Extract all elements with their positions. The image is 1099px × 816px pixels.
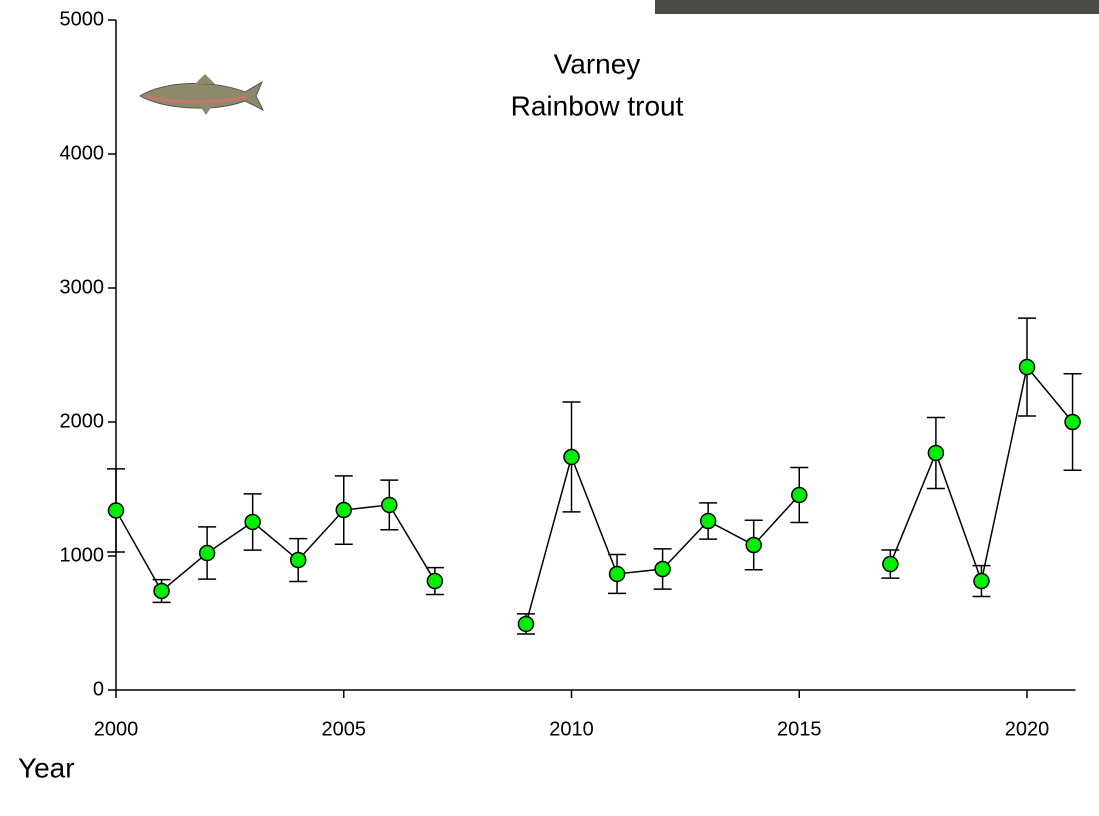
photo-fragment — [655, 0, 1099, 14]
data-point — [882, 555, 899, 573]
series-line — [115, 504, 436, 593]
data-point — [699, 512, 717, 530]
y-tick-label: 2000 — [60, 410, 105, 432]
data-point — [198, 544, 216, 562]
data-point — [927, 444, 945, 462]
x-tick-label: 2020 — [1005, 718, 1050, 740]
x-tick-label: 2005 — [322, 718, 367, 740]
data-point — [289, 551, 307, 569]
data-point — [107, 502, 125, 519]
y-tick-label: 3000 — [60, 276, 105, 298]
fish-icon — [139, 74, 265, 115]
data-point — [1018, 358, 1036, 376]
data-point — [745, 536, 762, 554]
data-point — [153, 582, 170, 600]
y-tick-label: 1000 — [60, 544, 105, 566]
data-point — [244, 513, 261, 531]
y-tick-label: 0 — [93, 678, 104, 700]
x-tick-label: 2010 — [549, 718, 594, 740]
data-point — [426, 572, 444, 590]
y-tick-label: 4000 — [60, 142, 105, 164]
y-tick-label: 5000 — [60, 8, 105, 30]
series-line — [889, 365, 1074, 584]
chart-subtitle: Rainbow trout — [511, 90, 684, 121]
data-point — [791, 486, 808, 504]
data-point — [1064, 413, 1081, 431]
data-point — [335, 501, 352, 519]
x-tick-label: 2015 — [777, 718, 822, 740]
chart-title: Varney — [554, 48, 641, 79]
data-point — [563, 448, 580, 466]
data-point — [973, 572, 990, 590]
data-point — [381, 496, 398, 514]
data-point — [608, 565, 626, 583]
data-point — [517, 615, 535, 633]
x-axis-label: Year — [18, 752, 75, 783]
x-tick-label: 2000 — [94, 718, 139, 740]
data-point — [654, 560, 671, 578]
